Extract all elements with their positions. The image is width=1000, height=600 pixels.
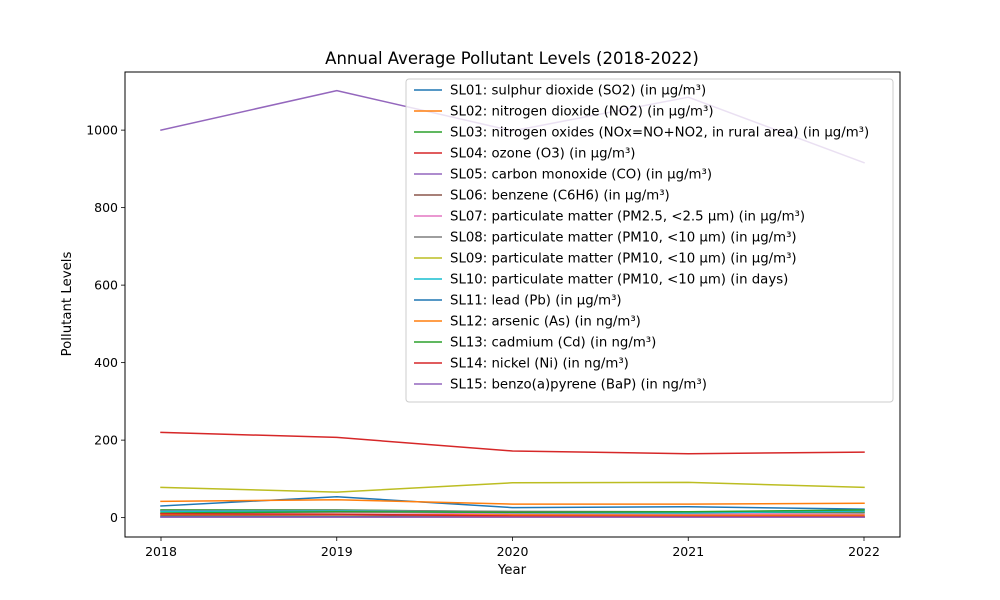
y-tick-label: 200 [94, 433, 118, 448]
x-axis-label: Year [497, 563, 527, 578]
legend-label-4: SL04: ozone (O3) (in µg/m³) [450, 147, 635, 162]
y-tick-label: 800 [94, 200, 118, 215]
legend-label-1: SL01: sulphur dioxide (SO2) (in µg/m³) [450, 84, 706, 99]
x-tick-label: 2022 [848, 544, 880, 559]
series-line-4 [160, 431, 865, 455]
legend-label-9: SL09: particulate matter (PM10, <10 µm) … [450, 252, 797, 267]
series-line-13 [160, 509, 865, 514]
y-axis-ticks: 0 200 400 600 800 1000 [86, 123, 125, 525]
x-tick-label: 2021 [672, 544, 704, 559]
y-tick-label: 0 [110, 510, 118, 525]
x-tick-label: 2020 [497, 544, 529, 559]
legend-label-2: SL02: nitrogen dioxide (NO2) (in µg/m³) [450, 105, 714, 120]
legend-label-13: SL13: cadmium (Cd) (in ng/m³) [450, 336, 656, 351]
series-line-9 [160, 481, 865, 493]
legend-label-5: SL05: carbon monoxide (CO) (in µg/m³) [450, 168, 712, 183]
series-line-2 [160, 499, 865, 505]
y-tick-label: 600 [94, 278, 118, 293]
legend-label-8: SL08: particulate matter (PM10, <10 µm) … [450, 231, 797, 246]
y-tick-label: 400 [94, 355, 118, 370]
legend-label-12: SL12: arsenic (As) (in ng/m³) [450, 315, 641, 330]
x-tick-label: 2018 [145, 544, 177, 559]
legend-label-3: SL03: nitrogen oxides (NOx=NO+NO2, in ru… [450, 126, 869, 141]
legend-label-7: SL07: particulate matter (PM2.5, <2.5 µm… [450, 210, 805, 225]
y-tick-label: 1000 [86, 123, 118, 138]
legend-label-6: SL06: benzene (C6H6) (in µg/m³) [450, 189, 670, 204]
legend-label-15: SL15: benzo(a)pyrene (BaP) (in ng/m³) [450, 378, 707, 393]
legend-box [405, 78, 894, 403]
chart-title: Annual Average Pollutant Levels (2018-20… [325, 49, 699, 68]
x-axis-ticks: 2018 2019 2020 2021 2022 [145, 537, 880, 559]
x-tick-label: 2019 [321, 544, 353, 559]
legend: SL01: sulphur dioxide (SO2) (in µg/m³) SL… [405, 78, 894, 403]
y-axis-label: Pollutant Levels [60, 252, 75, 357]
legend-label-11: SL11: lead (Pb) (in µg/m³) [450, 294, 622, 309]
series-lines [160, 89, 865, 518]
legend-label-10: SL10: particulate matter (PM10, <10 µm) … [450, 273, 788, 288]
legend-label-14: SL14: nickel (Ni) (in ng/m³) [450, 357, 629, 372]
